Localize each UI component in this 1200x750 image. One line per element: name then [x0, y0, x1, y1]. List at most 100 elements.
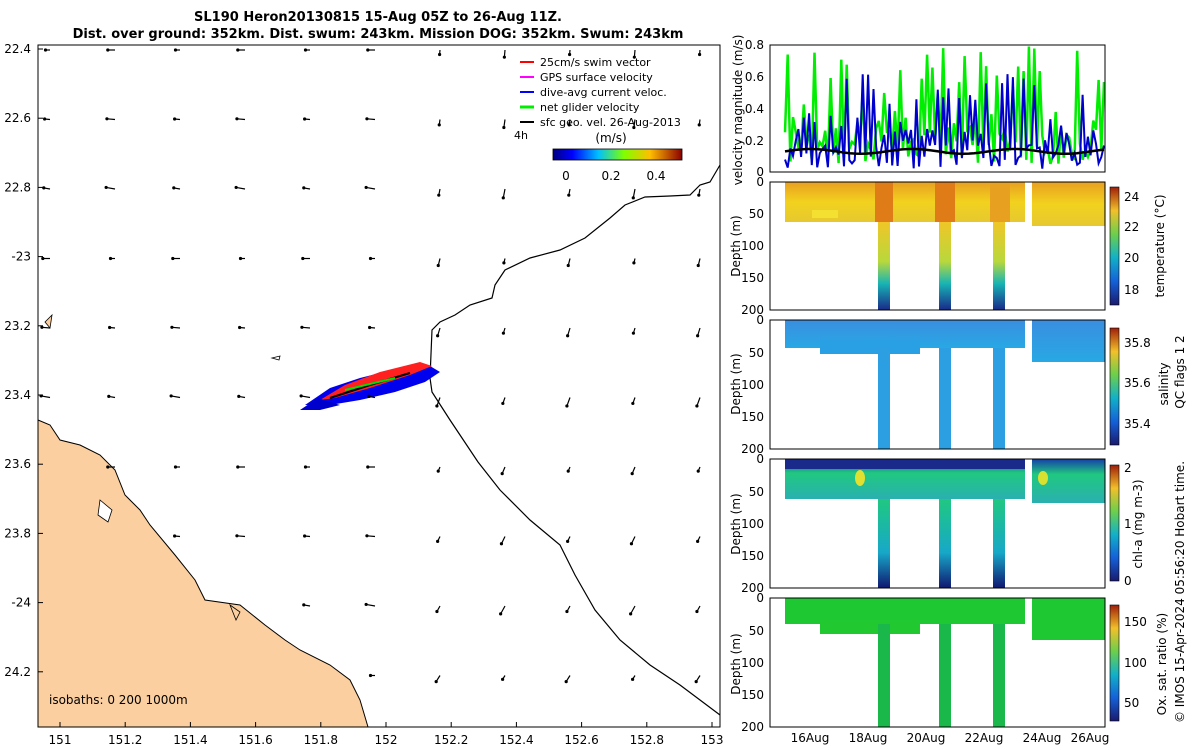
arrow-head [106, 465, 110, 469]
arrow-head [696, 539, 700, 543]
arrow-head [694, 680, 698, 684]
arrow-head [40, 325, 44, 329]
arrow-head [364, 185, 368, 190]
arrow-head [43, 48, 48, 52]
arrow-head [299, 394, 303, 398]
arrow-head [695, 404, 699, 408]
arrow-head [303, 465, 308, 469]
chlorophyll-colorbar [1109, 464, 1120, 582]
y-tick-label: 150 [741, 410, 764, 424]
y-tick-label: 200 [741, 303, 764, 317]
y-tick-label: 100 [741, 239, 764, 253]
depth-y-label: Depth (m) [729, 633, 743, 694]
arrow-head [364, 602, 368, 607]
arrow-head [501, 331, 506, 335]
x-tick-label: 153 [701, 733, 724, 747]
arrow-head [169, 394, 173, 398]
arrow-head [43, 117, 47, 121]
oxygen-colorbar [1109, 604, 1120, 722]
figure-title-line1: SL190 Heron20130815 15-Aug 05Z to 26-Aug… [194, 10, 562, 25]
time-scale-label: 4h [514, 129, 528, 142]
y-tick-label: 100 [741, 378, 764, 392]
y-tick-label: 0 [756, 452, 764, 466]
isobath-line [429, 164, 721, 716]
dive-avg-velocity-series [784, 74, 1105, 169]
net-velocity-line [344, 377, 396, 391]
arrow-head [697, 193, 701, 197]
island-shape [44, 313, 53, 329]
colorbar-tick: 18 [1124, 283, 1139, 297]
x-tick-label: 22Aug [965, 731, 1004, 745]
colorbar-tick: 20 [1124, 251, 1139, 265]
colorbar-label: temperature (°C) [1153, 195, 1167, 298]
arrow-head [303, 534, 307, 538]
arrow-head [501, 677, 505, 681]
arrow-head [236, 465, 240, 469]
arrow-head [567, 123, 571, 127]
arrow-head [631, 677, 635, 681]
colorbar-tick: 0 [1124, 574, 1132, 588]
data-field [1032, 182, 1105, 226]
arrow-head [501, 196, 505, 200]
depth-y-label: Depth (m) [729, 353, 743, 414]
arrow-head [697, 123, 701, 127]
y-tick-label: 50 [749, 346, 764, 360]
qc-flags-text: QC flags 1 2 [1173, 335, 1187, 408]
salinity-colorbar [1109, 327, 1120, 446]
arrow-head [172, 186, 176, 190]
arrow-head [173, 465, 178, 469]
swim-vector-track [320, 362, 432, 400]
arrow-head [502, 125, 506, 130]
map-legend: 25cm/s swim vector GPS surface velocity … [514, 56, 681, 142]
panel-frame [769, 319, 1106, 450]
arrow-head [435, 404, 439, 408]
velocity-panel: 0.8 0.6 0.4 0.2 0 velocity magnitude (m/… [731, 35, 1106, 185]
y-tick-label: 200 [741, 720, 764, 734]
y-tick-label: 150 [741, 549, 764, 563]
colorbar-tick: 35.6 [1124, 376, 1151, 390]
arrow-head [629, 612, 633, 616]
dive-column [878, 222, 890, 310]
x-tick-label: 16Aug [791, 731, 830, 745]
arrow-head [300, 325, 304, 329]
arrow-head [173, 48, 178, 52]
data-field [785, 598, 1025, 624]
colorbar-tick: 0.2 [601, 169, 620, 183]
y-tick-label: 0.2 [745, 134, 764, 148]
legend-entry-dive-avg: dive-avg current veloc. [520, 86, 667, 99]
bay-shape [97, 499, 113, 523]
dive-column [878, 624, 890, 727]
arrow-head [438, 52, 442, 57]
y-tick-label: 0 [756, 175, 764, 189]
swim-speed-series [784, 147, 1105, 155]
dive-column [939, 222, 951, 310]
colorbar-gradient [552, 148, 683, 161]
reef-shape [270, 355, 281, 361]
arrow-head [108, 256, 113, 261]
dive-column [939, 348, 951, 449]
legend-label: sfc geo. vel. 26-Aug-2013 [540, 116, 681, 129]
arrow-head [500, 472, 504, 476]
colorbar-tick: 100 [1124, 656, 1147, 670]
y-tick-label: 100 [741, 517, 764, 531]
arrow-head [565, 609, 569, 614]
land-polygon [37, 419, 369, 728]
data-field [812, 210, 838, 218]
legend-entry-net: net glider velocity [520, 101, 640, 114]
panel-frame [769, 597, 1106, 728]
colorbar-tick: 2 [1124, 461, 1132, 475]
dive-column [993, 222, 1005, 310]
arrow-head [173, 534, 177, 538]
legend-label: 25cm/s swim vector [540, 56, 651, 69]
arrow-head [365, 117, 369, 121]
island-shape [229, 603, 241, 621]
y-tick-label: 22.4 [4, 42, 31, 56]
arrow-head [238, 325, 242, 330]
arrow-head [108, 325, 112, 330]
arrow-head [632, 261, 636, 265]
velocity-frame [769, 44, 1106, 173]
arrow-head [631, 331, 636, 335]
arrow-head [436, 539, 440, 543]
y-tick-label: 23.6 [4, 457, 31, 471]
